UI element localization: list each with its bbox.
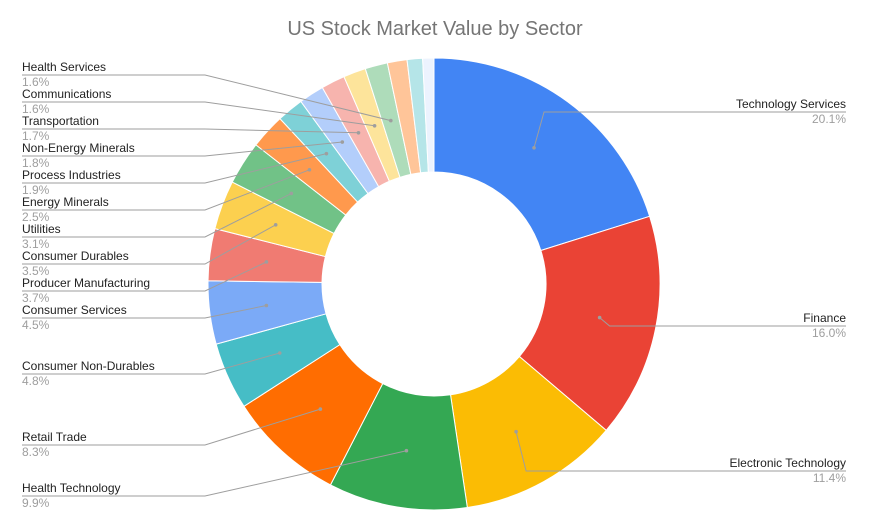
data-label-health-services: Health Services	[22, 60, 106, 74]
leader-dot-finance	[597, 315, 602, 320]
leader-dot-health-services	[389, 118, 393, 123]
data-label-consumer-services: Consumer Services	[22, 303, 127, 317]
data-label-consumer-durables: Consumer Durables	[22, 249, 129, 263]
leader-line-consumer-durables	[22, 224, 276, 265]
leader-line-producer-manufacturing	[22, 261, 267, 292]
leader-dot-electronic-technology	[514, 429, 518, 434]
leader-line-process-industries	[22, 153, 327, 184]
data-label-health-technology: Health Technology	[22, 481, 121, 495]
data-label-retail-trade: Retail Trade	[22, 430, 87, 444]
leader-line-consumer-non-durables	[22, 352, 280, 375]
leader-dot-technology-services	[532, 145, 536, 150]
value-label-finance: 16.0%	[812, 326, 846, 340]
leader-line-communications	[22, 101, 375, 127]
chart-title: US Stock Market Value by Sector	[287, 18, 583, 40]
value-label-consumer-non-durables: 4.8%	[22, 374, 50, 388]
leader-dot-energy-minerals	[307, 167, 312, 172]
data-label-electronic-technology: Electronic Technology	[729, 456, 846, 470]
value-label-producer-manufacturing: 3.7%	[22, 291, 50, 305]
leader-line-utilities	[22, 192, 292, 238]
data-label-process-industries: Process Industries	[22, 168, 121, 182]
leader-dot-communications	[372, 123, 377, 128]
value-label-health-technology: 9.9%	[22, 496, 50, 510]
value-label-communications: 1.6%	[22, 102, 50, 116]
leader-line-non-energy-minerals	[22, 141, 343, 157]
value-label-utilities: 3.1%	[22, 237, 50, 251]
value-label-technology-services: 20.1%	[812, 112, 846, 126]
leader-dot-utilities	[289, 191, 294, 196]
data-label-non-energy-minerals: Non-Energy Minerals	[22, 141, 135, 155]
slice-finance	[518, 215, 661, 432]
data-label-technology-services: Technology Services	[736, 97, 846, 111]
slice-technology-services	[433, 57, 651, 252]
leader-dot-producer-manufacturing	[264, 260, 269, 264]
leader-dot-consumer-services	[264, 303, 269, 308]
leader-dot-non-energy-minerals	[340, 140, 345, 144]
data-label-finance: Finance	[803, 311, 846, 325]
value-label-energy-minerals: 2.5%	[22, 210, 50, 224]
value-label-electronic-technology: 11.4%	[813, 471, 846, 485]
data-label-communications: Communications	[22, 87, 111, 101]
data-label-energy-minerals: Energy Minerals	[22, 195, 109, 209]
value-label-transportation: 1.7%	[22, 129, 50, 143]
value-label-consumer-durables: 3.5%	[22, 264, 50, 278]
leader-dot-process-industries	[324, 151, 329, 156]
value-label-retail-trade: 8.3%	[22, 445, 50, 459]
leader-dot-consumer-non-durables	[277, 351, 282, 355]
leader-line-retail-trade	[22, 408, 321, 446]
leader-line-electronic-technology	[515, 431, 846, 472]
leader-line-transportation	[22, 128, 359, 134]
leader-dot-consumer-durables	[273, 223, 278, 227]
leader-dot-retail-trade	[318, 407, 323, 411]
data-label-transportation: Transportation	[22, 114, 99, 128]
value-label-non-energy-minerals: 1.8%	[22, 156, 50, 170]
data-label-producer-manufacturing: Producer Manufacturing	[22, 276, 150, 290]
leader-line-energy-minerals	[22, 169, 310, 211]
leader-line-technology-services	[533, 111, 846, 148]
leader-dot-health-technology	[404, 448, 409, 453]
leader-dot-transportation	[356, 131, 361, 135]
leader-line-health-technology	[22, 450, 407, 497]
value-label-health-services: 1.6%	[22, 75, 50, 89]
data-label-consumer-non-durables: Consumer Non-Durables	[22, 359, 155, 373]
leader-line-health-services	[22, 74, 391, 122]
value-label-process-industries: 1.9%	[22, 183, 50, 197]
leader-line-finance	[599, 317, 846, 327]
data-label-utilities: Utilities	[22, 222, 61, 236]
value-label-consumer-services: 4.5%	[22, 318, 50, 332]
slice-other-3	[422, 57, 435, 173]
leader-line-consumer-services	[22, 305, 267, 319]
